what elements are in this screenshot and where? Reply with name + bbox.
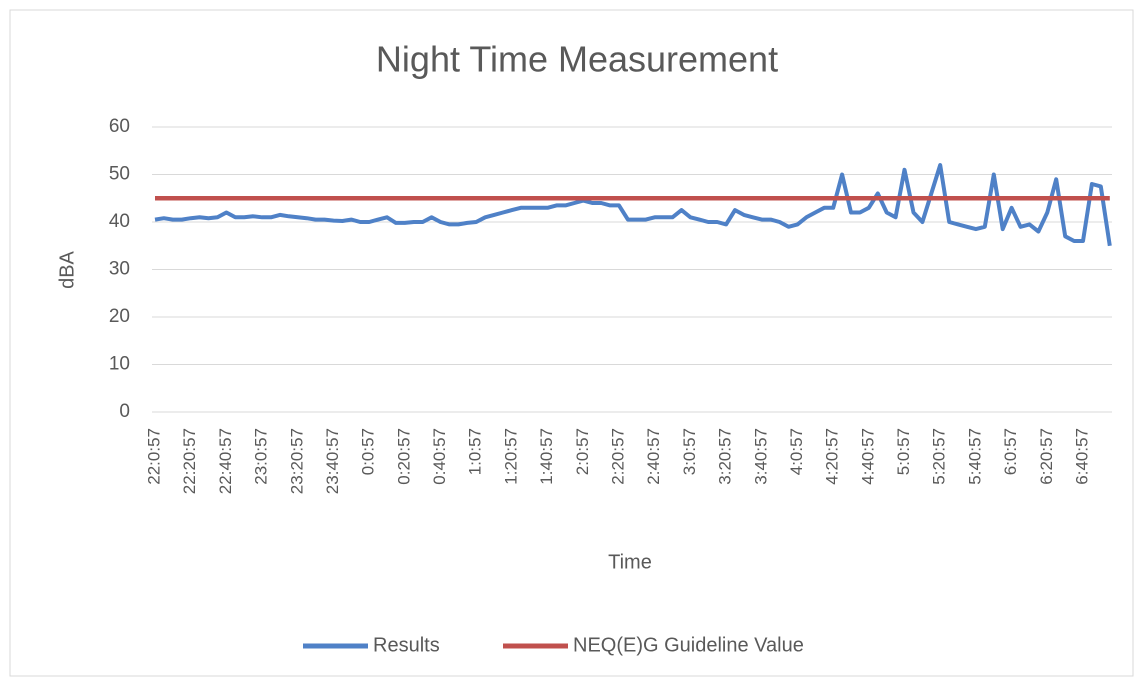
y-tick-label: 50 (109, 164, 130, 185)
x-tick-label: 1:0:57 (466, 428, 485, 475)
x-tick-label: 3:0:57 (680, 428, 699, 475)
x-tick-label: 22:20:57 (180, 428, 199, 494)
x-tick-label: 22:40:57 (216, 428, 235, 494)
x-tick-label: 2:0:57 (573, 428, 592, 475)
x-tick-label: 5:40:57 (965, 428, 984, 485)
y-tick-label: 20 (109, 306, 130, 327)
x-tick-label: 1:20:57 (501, 428, 520, 485)
x-tick-label: 23:0:57 (252, 428, 271, 485)
x-tick-label: 4:20:57 (823, 428, 842, 485)
x-tick-label: 6:40:57 (1072, 428, 1091, 485)
x-axis-label: Time (608, 551, 652, 573)
x-tick-label: 5:0:57 (894, 428, 913, 475)
x-tick-label: 2:20:57 (608, 428, 627, 485)
chart-title: Night Time Measurement (376, 39, 778, 80)
chart-border (9, 9, 1134, 677)
x-tick-label: 3:20:57 (716, 428, 735, 485)
x-tick-label: 22:0:57 (144, 428, 163, 485)
x-tick-label: 2:40:57 (644, 428, 663, 485)
x-tick-label: 4:40:57 (858, 428, 877, 485)
x-tick-label: 6:0:57 (1001, 428, 1020, 475)
legend-label: NEQ(E)G Guideline Value (573, 634, 804, 656)
line-series (154, 163, 1112, 247)
y-axis-label: dBA (56, 250, 78, 288)
y-tick-label: 60 (109, 116, 130, 137)
x-tick-label: 4:0:57 (787, 428, 806, 475)
legend-label: Results (373, 634, 440, 656)
x-tick-label: 0:40:57 (430, 428, 449, 485)
x-tick-label: 0:0:57 (359, 428, 378, 475)
y-tick-label: 40 (109, 211, 130, 232)
y-tick-label: 10 (109, 354, 130, 375)
x-tick-label: 5:20:57 (930, 428, 949, 485)
x-tick-label: 23:40:57 (323, 428, 342, 494)
x-tick-label: 1:40:57 (537, 428, 556, 485)
x-tick-label: 3:40:57 (751, 428, 770, 485)
x-tick-label: 0:20:57 (394, 428, 413, 485)
y-tick-label: 30 (109, 259, 130, 280)
x-tick-label: 6:20:57 (1037, 428, 1056, 485)
y-tick-label: 0 (119, 401, 130, 422)
x-tick-label: 23:20:57 (287, 428, 306, 494)
